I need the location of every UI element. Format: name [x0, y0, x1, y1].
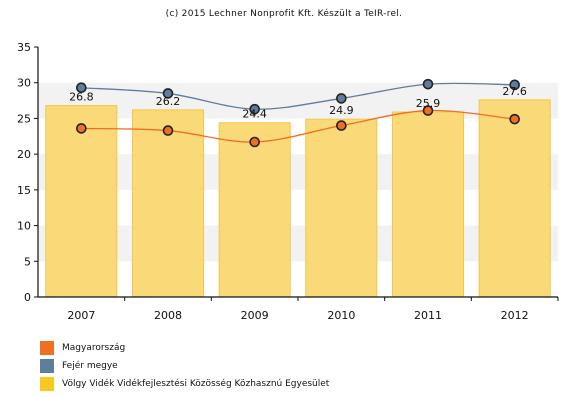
x-tick-label: 2007	[67, 309, 95, 322]
data-labels: 26.8 26.2 24.4 24.9 25.9 27.6	[69, 85, 527, 121]
legend-label: Völgy Vidék Vidékfejlesztési Közösség Kö…	[62, 379, 330, 389]
legend-item: Fejér megye	[40, 357, 329, 375]
data-label-2009: 24.4	[242, 108, 267, 121]
y-tick-label: 10	[17, 220, 31, 233]
grid-band	[38, 118, 558, 155]
series-points	[76, 78, 520, 148]
point-Magyarország-2007	[76, 123, 87, 134]
series-lines	[81, 82, 515, 143]
chart-plot: 0 5 10 15 20 25 30 35 2007 2008 2009 2010 2011 2012 2…	[17, 41, 559, 322]
point-Fejér megye-2009	[249, 103, 260, 115]
y-tick-label: 25	[17, 112, 31, 125]
y-tick-label: 35	[17, 41, 31, 54]
data-label-2012: 27.6	[502, 85, 527, 98]
point-Fejér megye-2010	[336, 93, 347, 104]
bar-2012	[478, 99, 551, 298]
point-Fejér megye-2007	[76, 82, 87, 94]
legend-item: Magyarország	[40, 339, 329, 357]
bar-2011	[391, 111, 465, 298]
line-Fejér megye	[81, 82, 515, 110]
y-tick-label: 5	[24, 255, 31, 268]
line-Magyarország	[81, 109, 515, 143]
bar-2009	[218, 122, 291, 298]
grid-band	[38, 82, 558, 119]
grid-band	[38, 154, 558, 190]
bar-2010	[305, 118, 378, 298]
point-Magyarország-2008	[162, 125, 174, 136]
y-tick-label: 0	[24, 291, 31, 304]
data-label-2007: 26.8	[69, 91, 94, 104]
point-Fejér megye-2008	[162, 88, 174, 99]
y-tick-label: 15	[17, 184, 31, 197]
x-tick-label: 2011	[414, 309, 442, 322]
point-Fejér megye-2011	[422, 78, 434, 90]
grid-band	[38, 189, 558, 226]
legend: Magyarország Fejér megye Völgy Vidék Vidék…	[40, 339, 329, 393]
bars	[45, 99, 551, 298]
x-tick-label: 2010	[327, 309, 355, 322]
x-tick-label: 2012	[501, 309, 529, 322]
bar-2007	[45, 105, 118, 298]
point-Magyarország-2011	[422, 105, 434, 116]
axes: 0 5 10 15 20 25 30 35 2007 2008 2009 2010 2011 2012	[17, 41, 559, 322]
y-tick-label: 20	[17, 148, 31, 161]
grid-band	[38, 261, 558, 297]
legend-swatch	[40, 341, 54, 355]
point-Magyarország-2010	[336, 120, 347, 131]
data-label-2010: 24.9	[329, 104, 354, 117]
legend-item: Völgy Vidék Vidékfejlesztési Közösség Kö…	[40, 375, 329, 393]
grid-bands	[38, 47, 558, 297]
legend-swatch	[40, 359, 54, 373]
point-Magyarország-2009	[249, 136, 260, 148]
grid-band	[38, 47, 558, 83]
point-Fejér megye-2012	[509, 79, 520, 91]
legend-label: Magyarország	[62, 343, 126, 353]
point-Magyarország-2012	[509, 113, 520, 125]
bar-2008	[131, 109, 205, 298]
x-tick-label: 2009	[241, 309, 269, 322]
chart-title: (c) 2015 Lechner Nonprofit Kft. Készült …	[165, 9, 403, 19]
x-tick-label: 2008	[154, 309, 182, 322]
legend-swatch	[40, 377, 54, 391]
data-label-2008: 26.2	[156, 95, 181, 108]
y-tick-label: 30	[17, 77, 31, 90]
legend-label: Fejér megye	[62, 361, 118, 371]
grid-band	[38, 225, 558, 262]
data-label-2011: 25.9	[416, 97, 441, 110]
